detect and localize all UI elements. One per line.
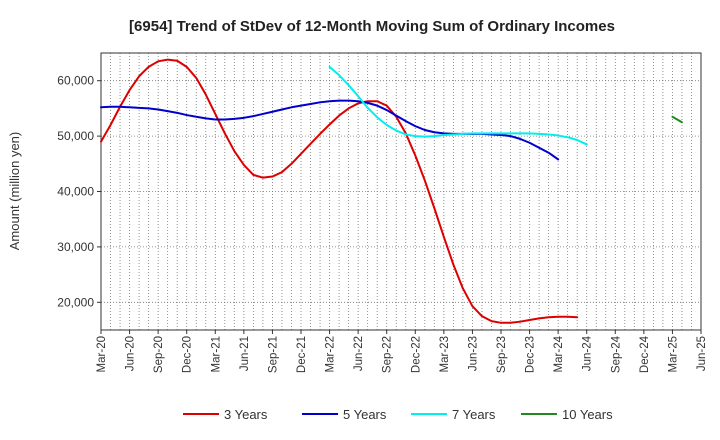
grid — [100, 53, 702, 330]
x-tick-label: Dec-23 — [525, 336, 537, 373]
legend-label: 7 Years — [452, 407, 496, 422]
x-tick-label: Mar-24 — [553, 335, 565, 372]
x-tick-label: Dec-21 — [296, 336, 308, 373]
x-tick-label: Sep-24 — [610, 335, 622, 373]
y-tick-label: 40,000 — [57, 185, 94, 199]
y-tick-label: 30,000 — [57, 240, 94, 254]
plot-area-border — [100, 52, 702, 331]
x-tick-label: Jun-21 — [239, 336, 251, 371]
y-tick-label: 60,000 — [57, 74, 94, 88]
x-tick-label: Mar-22 — [325, 336, 337, 372]
legend-label: 3 Years — [224, 407, 268, 422]
series-line-7-years — [328, 65, 588, 146]
x-tick-label: Jun-24 — [582, 335, 594, 371]
x-tick-label: Mar-21 — [210, 336, 222, 372]
x-tick-label: Mar-20 — [96, 336, 108, 372]
x-tick-label: Jun-22 — [353, 336, 365, 371]
chart-title: [6954] Trend of StDev of 12-Month Moving… — [129, 18, 615, 35]
legend-label: 10 Years — [562, 407, 613, 422]
series-lines — [100, 58, 683, 324]
x-tick-label: Sep-21 — [267, 336, 279, 373]
series-line-5-years — [100, 99, 560, 161]
legend: 3 Years 5 Years 7 Years 10 Years — [183, 407, 613, 422]
legend-label: 5 Years — [343, 407, 387, 422]
x-tick-label: Jun-25 — [696, 336, 708, 371]
x-tick-label: Mar-23 — [439, 336, 451, 372]
y-axis-ticks: 20,000 30,000 40,000 50,000 60,000 — [57, 74, 101, 309]
y-tick-label: 50,000 — [57, 129, 94, 143]
x-tick-label: Dec-24 — [639, 335, 651, 373]
y-axis-label: Amount (million yen) — [7, 132, 22, 251]
x-tick-label: Mar-25 — [667, 336, 679, 372]
x-tick-label: Sep-22 — [382, 336, 394, 373]
x-tick-label: Jun-23 — [467, 336, 479, 371]
x-tick-label: Dec-22 — [410, 336, 422, 373]
x-tick-label: Dec-20 — [182, 336, 194, 373]
series-line-3-years — [100, 58, 579, 324]
x-tick-label: Jun-20 — [125, 336, 137, 371]
x-tick-label: Sep-20 — [153, 336, 165, 373]
x-tick-label: Sep-23 — [496, 336, 508, 373]
series-line-10-years — [671, 115, 683, 124]
x-axis-ticks: Mar-20 Jun-20 Sep-20 Dec-20 Mar-21 Jun-21 Sep-… — [96, 330, 708, 373]
y-tick-label: 20,000 — [57, 295, 94, 309]
